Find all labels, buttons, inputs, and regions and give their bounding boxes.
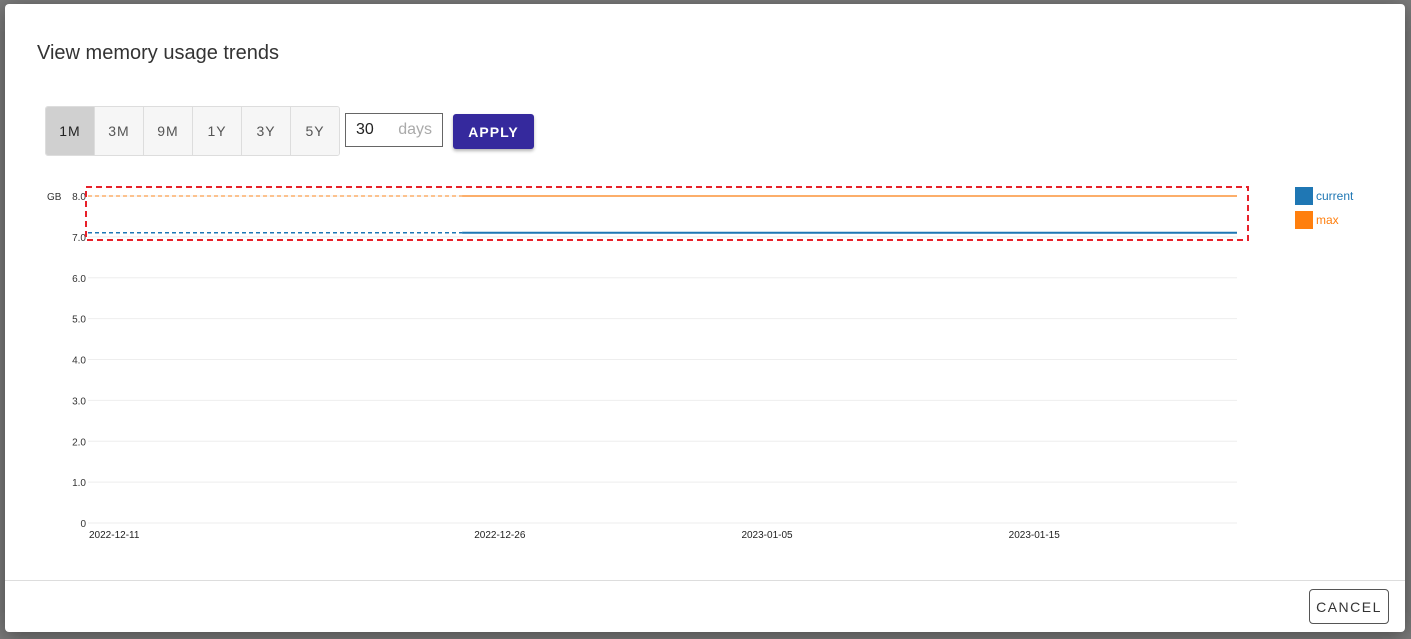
x-tick-label: 2022-12-11 (89, 530, 140, 541)
y-tick-label: 1.0 (72, 478, 86, 489)
y-tick-label: 5.0 (72, 315, 86, 326)
legend-swatch-max (1295, 211, 1313, 229)
legend-swatch-current (1295, 187, 1313, 205)
highlight-box (85, 186, 1249, 241)
days-field[interactable]: days (345, 113, 443, 147)
range-9m[interactable]: 9M (144, 107, 193, 155)
footer-divider (5, 580, 1405, 581)
y-tick-label: 2.0 (72, 437, 86, 448)
days-input[interactable] (356, 121, 396, 139)
range-5y[interactable]: 5Y (291, 107, 339, 155)
range-3y[interactable]: 3Y (242, 107, 291, 155)
cancel-button[interactable]: CANCEL (1309, 589, 1389, 624)
legend-label-current: current (1316, 189, 1354, 203)
y-tick-label: 6.0 (72, 274, 86, 285)
x-tick-label: 2023-01-05 (741, 530, 793, 541)
y-tick-label: 8.0 (72, 192, 86, 203)
range-1m[interactable]: 1M (46, 107, 95, 155)
y-tick-label: 7.0 (72, 233, 86, 244)
days-unit: days (398, 121, 432, 138)
range-3m[interactable]: 3M (95, 107, 144, 155)
y-tick-label: 3.0 (72, 396, 86, 407)
range-1y[interactable]: 1Y (193, 107, 242, 155)
y-tick-label: 4.0 (72, 356, 86, 367)
legend-label-max: max (1316, 213, 1339, 227)
memory-chart: 0 1.0 2.0 3.0 4.0 5.0 6.0 7.0 8.0 GB 2022-12-11 202… (47, 186, 1354, 541)
x-tick-label: 2022-12-26 (474, 530, 526, 541)
apply-button[interactable]: APPLY (453, 114, 534, 149)
y-tick-label: 0 (80, 519, 86, 530)
range-selector: 1M 3M 9M 1Y 3Y 5Y (45, 106, 340, 156)
y-axis-label: GB (47, 192, 62, 203)
x-tick-label: 2023-01-15 (1009, 530, 1061, 541)
dialog-title: View memory usage trends (37, 42, 279, 64)
